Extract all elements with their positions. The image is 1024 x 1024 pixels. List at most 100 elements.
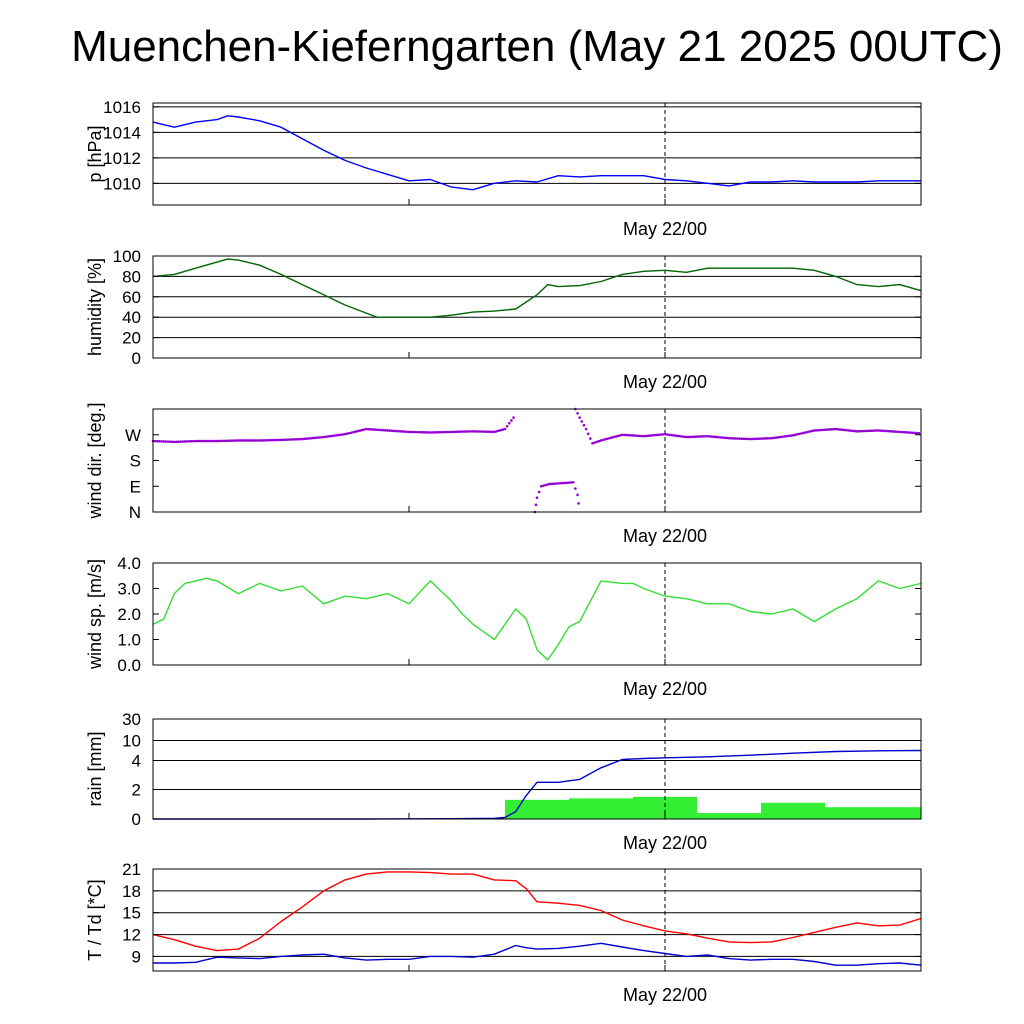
- wind-dir-point: [495, 430, 498, 433]
- ytick-label: 18: [122, 882, 141, 901]
- wind-dir-point: [746, 437, 750, 441]
- wind-dir-point: [625, 433, 628, 437]
- wind-dir-point: [627, 433, 631, 437]
- wind-dir-point: [612, 435, 616, 439]
- wind-dir-point: [689, 435, 692, 439]
- wind-dir-point: [900, 430, 904, 434]
- wind-dir-point: [326, 435, 330, 438]
- wind-dir-point: [320, 435, 323, 439]
- wind-dir-point: [501, 428, 505, 431]
- wind-dir-point: [535, 496, 539, 499]
- wind-dir-point: [554, 482, 558, 485]
- xaxis-label: May 22/00: [623, 833, 707, 853]
- ytick-label: 4: [132, 752, 141, 771]
- wind-dir-point: [706, 434, 709, 438]
- wind-dir-point: [810, 429, 814, 433]
- wind-dir-point: [443, 430, 447, 434]
- wind-dir-point: [834, 427, 837, 431]
- wind-dir-point: [350, 431, 353, 434]
- wind-dir-point: [534, 503, 538, 507]
- wind-dir-point: [222, 439, 225, 443]
- wind-dir-point: [885, 429, 889, 433]
- wind-dir-point: [621, 433, 624, 437]
- wind-dir-point: [714, 435, 718, 439]
- wind-dir-point: [712, 435, 716, 439]
- wind-dir-point: [717, 435, 720, 439]
- wind-dir-point: [823, 428, 827, 432]
- wind-dir-point: [853, 429, 857, 433]
- wind-dir-point: [584, 427, 588, 431]
- wind-dir-point: [836, 427, 840, 431]
- wind-dir-point: [260, 439, 264, 442]
- wind-dir-point: [655, 433, 658, 437]
- wind-dir-point: [862, 429, 865, 433]
- wind-dir-point: [753, 437, 756, 441]
- wind-dir-point: [883, 429, 887, 433]
- wind-dir-point: [646, 434, 650, 438]
- wind-dir-point: [913, 431, 916, 435]
- wind-dir-point: [399, 430, 402, 433]
- wind-dir-point: [209, 439, 212, 443]
- wind-dir-point: [369, 428, 372, 431]
- wind-dir-point: [657, 433, 660, 437]
- wind-dir-point: [286, 438, 289, 441]
- wind-dir-point: [770, 436, 773, 440]
- wind-dir-point: [879, 429, 882, 432]
- wind-dir-point: [211, 439, 215, 443]
- ytick-label: 12: [122, 926, 141, 945]
- wind-dir-point: [845, 428, 848, 432]
- wind-dir-point: [365, 427, 368, 431]
- wind-dir-point: [898, 430, 901, 434]
- ytick-label: 21: [122, 860, 141, 879]
- wind-dir-point: [505, 424, 509, 428]
- rain-bar-1: [569, 798, 633, 819]
- wind-dir-point: [597, 439, 601, 443]
- wind-dir-point: [855, 430, 859, 433]
- panel-wind_speed: 0.0 1.0 2.0 3.0 4.0 May 22/00 wind sp. [m/s]: [85, 554, 922, 699]
- wind-dir-point: [827, 428, 831, 431]
- wind-dir-point: [313, 436, 317, 440]
- wind-dir-point: [610, 436, 613, 439]
- wind-dir-point: [510, 419, 513, 422]
- wind-dir-point: [659, 433, 663, 436]
- wind-dir-point: [642, 434, 645, 438]
- wind-dir-point: [450, 430, 453, 434]
- plot-frame-rain: [152, 718, 922, 820]
- xaxis-label: May 22/00: [623, 679, 707, 699]
- wind-dir-point: [693, 435, 697, 438]
- wind-dir-point: [315, 436, 319, 439]
- ytick-label: E: [130, 477, 141, 496]
- ytick-label: 80: [122, 267, 141, 286]
- wind-dir-point: [881, 429, 884, 433]
- wind-dir-point: [433, 431, 436, 434]
- wind-dir-point: [868, 429, 872, 433]
- wind-dir-point: [162, 440, 165, 443]
- wind-dir-point: [486, 430, 490, 434]
- wind-dir-point: [352, 430, 355, 434]
- ytick-label: 10: [122, 732, 141, 751]
- wind-dir-point: [691, 435, 695, 439]
- ytick-label: 20: [122, 329, 141, 348]
- wind-dir-point: [887, 429, 891, 433]
- wind-dir-point: [813, 429, 816, 432]
- wind-dir-point: [896, 430, 899, 434]
- wind-dir-point: [759, 437, 763, 440]
- wind-dir-point: [802, 431, 805, 435]
- wind-dir-point: [859, 429, 863, 433]
- wind-dir-point: [768, 436, 771, 440]
- wind-dir-point: [328, 434, 332, 438]
- panel-rain: 0 2 410 30 May 22/00 rain [mm]: [85, 710, 922, 853]
- wind-dir-point: [618, 434, 622, 437]
- wind-dir-point: [565, 481, 569, 485]
- wind-dir-point: [164, 440, 168, 443]
- wind-dir-point: [185, 440, 189, 443]
- wind-dir-point: [606, 437, 609, 441]
- wind-dir-point: [382, 428, 385, 432]
- wind-dir-point: [577, 502, 580, 505]
- wind-dir-point: [403, 430, 407, 433]
- wind-dir-point: [710, 435, 714, 438]
- wind-dir-point: [301, 437, 304, 441]
- wind-dir-point: [194, 439, 197, 443]
- wind-dir-point: [719, 436, 722, 439]
